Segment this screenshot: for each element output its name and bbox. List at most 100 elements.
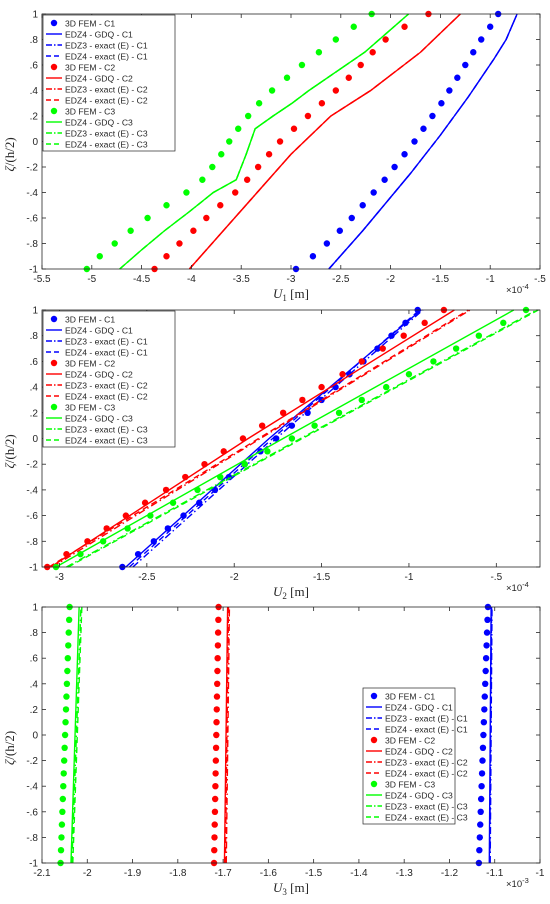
legend-item: EDZ4 - GDQ - C1 [46,325,133,335]
legend-label: EDZ3 - exact (E) - C1 [385,713,468,723]
x-tick-label: -1.4 [350,868,368,879]
legend-item: EDZ4 - exact (E) - C1 [366,724,468,734]
data-point [358,396,365,404]
legend-marker [370,692,378,700]
data-point [255,100,263,107]
data-point [483,629,491,636]
series-edz3-exact-e-c1 [132,309,424,568]
y-axis-label: ζ/(h/2) [2,434,17,468]
y-axis-symbol: ζ [2,463,17,469]
panel-u3: -2.1 -2 -1.9 -1.8 -1.7 -1.6 -1.5 -1.4 -1.3 -1.2 -1… [2,603,545,898]
legend-item: EDZ4 - exact (E) - C1 [46,51,148,61]
legend-label: EDZ4 - exact (E) - C2 [65,391,148,401]
y-tick-label: 1 [32,10,38,21]
x-tick-label: -4 [187,274,196,285]
x-tick-label: -1.3 [396,868,414,879]
series-edz4-exact-e-c1 [128,309,420,568]
legend-label: EDZ4 - GDQ - C1 [385,702,453,712]
panel-u1: -5.5 -5 -4.5 -4 -3.5 -3 -2.5 -2 -1.5 -1 -.5 -1 -.8 -.… [2,10,546,304]
data-point [211,834,218,841]
data-point [481,706,488,713]
x-tick-label: -2 [83,868,92,879]
x-tick-label: -.5 [490,572,502,583]
data-point [339,371,346,378]
data-point [65,642,72,649]
y-tick-label: -.2 [26,163,38,174]
exponent-base: ×10 [506,583,522,594]
legend-label: EDZ3 - exact (E) - C3 [65,128,148,138]
data-point [288,435,296,442]
legend-item: EDZ3 - exact (E) - C1 [366,713,468,723]
y-tick-label: -.4 [26,188,38,199]
y-tick-label: .6 [30,357,39,368]
y-axis-symbol: ζ [2,759,17,765]
series-line [52,309,471,568]
y-axis-label: ζ/(h/2) [2,137,17,171]
x-axis-label: U2 [m] [273,584,309,601]
data-point [63,680,71,687]
x-tick-label: -1.5 [313,572,331,583]
data-point [477,808,484,815]
data-point [335,409,343,416]
legend-label: EDZ4 - exact (E) - C1 [65,51,148,61]
data-point [374,345,381,352]
data-point [254,163,262,171]
data-point [213,693,221,700]
legend-label: EDZ4 - GDQ - C3 [65,413,133,423]
x-axis-exponent: ×10-4 [506,282,529,296]
legend-marker [50,63,58,71]
data-point [209,163,216,171]
data-point [64,655,72,662]
y-tick-label: -.6 [26,214,38,225]
series-line [489,606,493,864]
y-axis-symbol: ζ [2,166,17,172]
y-tick-label: -.2 [26,460,38,471]
legend-item: EDZ4 - exact (E) - C2 [46,95,148,105]
data-point [391,163,398,171]
x-tick-label: -2.5 [138,572,156,583]
series-line [72,606,83,864]
legend-label: EDZ3 - exact (E) - C2 [65,380,148,390]
series-line [50,309,455,568]
data-point [217,202,224,209]
legend-label: 3D FEM - C3 [65,402,115,412]
y-tick-label: -1 [29,563,38,574]
data-point [264,448,271,455]
data-point [477,795,485,803]
data-point [420,125,427,132]
data-point [163,253,170,260]
x-axis-exponent: ×10-4 [506,580,529,594]
legend-item: 3D FEM - C3 [50,106,115,116]
legend-item: EDZ3 - exact (E) - C3 [46,424,148,434]
legend-label: 3D FEM - C1 [385,691,435,701]
series-edz4-exact-e-c1 [328,13,518,270]
y-axis-label: ζ/(h/2) [2,731,17,765]
y-tick-label: -.2 [26,756,38,767]
legend-item: 3D FEM - C1 [50,314,115,324]
data-point [370,189,377,196]
legend-item: 3D FEM - C2 [50,358,115,368]
data-point [482,680,489,687]
series-line [223,606,229,864]
data-point [381,176,388,183]
legend-label: 3D FEM - C3 [385,779,435,789]
y-tick-label: .4 [30,679,39,690]
series-line [225,606,231,864]
legend-item: EDZ3 - exact (E) - C2 [46,380,148,390]
data-point [401,151,408,158]
legend-item: EDZ4 - GDQ - C3 [46,413,133,423]
data-point [345,74,352,81]
data-point [214,629,222,636]
data-point [401,23,408,30]
y-tick-label: .6 [30,654,39,665]
x-tick-label: -1.6 [260,868,278,879]
data-point [60,770,67,777]
legend-label: EDZ4 - exact (E) - C3 [385,812,468,822]
series-layer [83,10,518,273]
legend-item: EDZ3 - exact (E) - C1 [46,336,148,346]
x-axis-unit: [m] [287,286,309,301]
x-tick-label: -1.1 [486,868,504,879]
